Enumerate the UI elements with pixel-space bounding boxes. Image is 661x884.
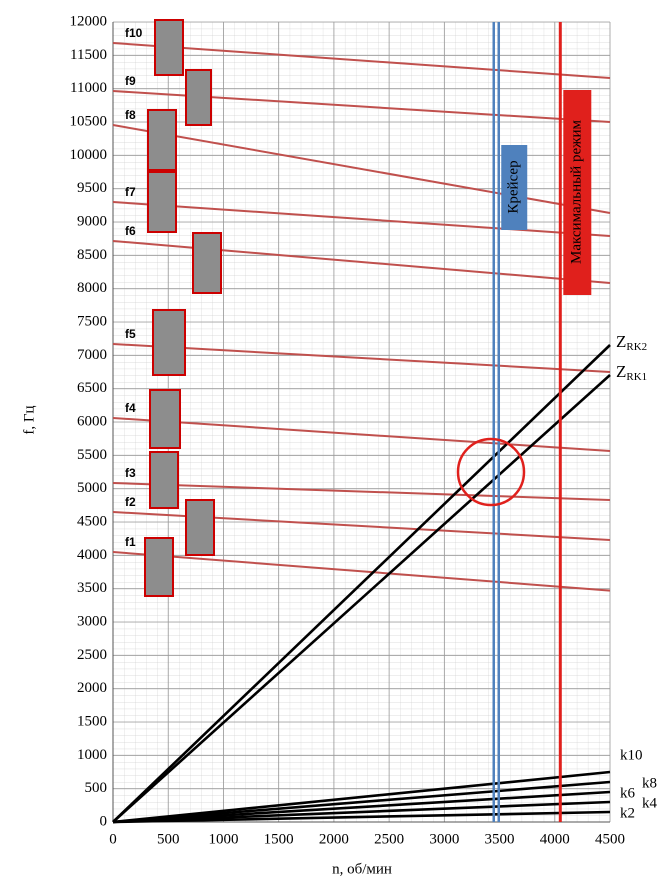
series-label: f2	[125, 495, 136, 509]
y-tick-label: 7000	[77, 347, 107, 363]
y-tick-label: 0	[100, 813, 108, 829]
vline-label: Крейсер	[506, 160, 522, 213]
series-label: f1	[125, 535, 136, 549]
series-label: k4	[642, 795, 658, 811]
y-tick-label: 11500	[70, 47, 107, 63]
y-tick-label: 4000	[77, 547, 107, 563]
series-label: ZRK1	[616, 362, 647, 383]
x-tick-label: 3000	[429, 831, 459, 847]
x-tick-label: 2000	[319, 831, 349, 847]
series-label: f4	[125, 401, 136, 415]
y-tick-label: 4500	[77, 513, 107, 529]
y-tick-label: 8000	[77, 280, 107, 296]
chart: 0500100015002000250030003500400045005000…	[0, 0, 661, 884]
series-label: k6	[620, 785, 636, 801]
series-label: f7	[125, 185, 136, 199]
y-tick-label: 500	[85, 780, 108, 796]
y-tick-label: 1500	[77, 713, 107, 729]
series-label: f3	[125, 466, 136, 480]
y-tick-label: 9500	[77, 180, 107, 196]
y-tick-label: 7500	[77, 313, 107, 329]
y-tick-label: 12000	[70, 13, 108, 29]
y-tick-label: 5000	[77, 480, 107, 496]
y-tick-label: 10500	[70, 113, 108, 129]
x-axis-label: n, об/мин	[332, 861, 392, 877]
y-tick-label: 5500	[77, 447, 107, 463]
x-tick-label: 4500	[595, 831, 625, 847]
series-label: k8	[642, 775, 657, 791]
y-axis-label: f, Гц	[21, 405, 37, 434]
y-tick-label: 9000	[77, 213, 107, 229]
x-tick-label: 500	[157, 831, 180, 847]
series-label: k10	[620, 747, 643, 763]
y-tick-label: 6000	[77, 413, 107, 429]
x-tick-label: 1500	[264, 831, 294, 847]
series-label: ZRK2	[616, 332, 647, 353]
vline-label: Максимальный режим	[569, 119, 585, 264]
series-label: f9	[125, 74, 136, 88]
series-label: f5	[125, 327, 136, 341]
y-tick-label: 3000	[77, 613, 107, 629]
x-tick-label: 1000	[208, 831, 238, 847]
y-tick-label: 8500	[77, 247, 107, 263]
series-label: f6	[125, 224, 136, 238]
series-label: f8	[125, 108, 136, 122]
y-tick-label: 3500	[77, 580, 107, 596]
y-tick-label: 6500	[77, 380, 107, 396]
y-tick-label: 10000	[70, 147, 108, 163]
y-tick-label: 1000	[77, 747, 107, 763]
series-label: f10	[125, 26, 143, 40]
x-tick-label: 4000	[540, 831, 570, 847]
y-tick-label: 11000	[70, 80, 107, 96]
series-label: k2	[620, 805, 635, 821]
y-tick-label: 2500	[77, 647, 107, 663]
x-tick-label: 0	[109, 831, 117, 847]
y-tick-label: 2000	[77, 680, 107, 696]
x-tick-label: 3500	[485, 831, 515, 847]
x-tick-label: 2500	[374, 831, 404, 847]
